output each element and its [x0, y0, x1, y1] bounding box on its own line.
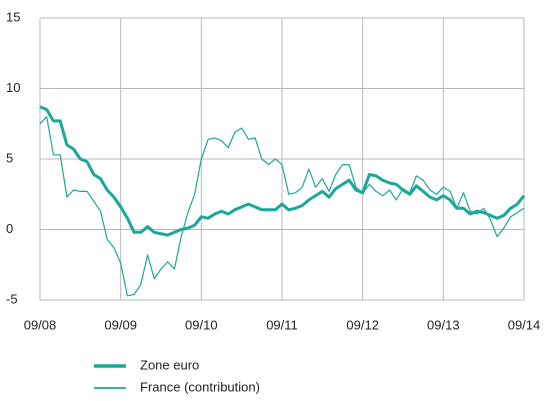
- series-line: [39, 105, 526, 237]
- y-tick-label: 5: [6, 150, 13, 165]
- x-tick-label: 09/13: [427, 317, 460, 332]
- x-tick-label: 09/14: [508, 317, 541, 332]
- legend-label: France (contribution): [140, 379, 260, 394]
- x-tick-label: 09/11: [266, 317, 298, 332]
- legend-label: Zone euro: [140, 357, 199, 372]
- y-tick-label: -5: [6, 291, 18, 306]
- y-tick-label: 10: [6, 80, 20, 95]
- series-line: [39, 116, 525, 297]
- y-tick-label: 0: [6, 221, 13, 236]
- x-tick-label: 09/12: [346, 317, 379, 332]
- y-tick-label: 15: [6, 9, 20, 24]
- x-tick-label: 09/09: [104, 317, 137, 332]
- x-tick-label: 09/10: [185, 317, 218, 332]
- x-tick-label: 09/08: [24, 317, 57, 332]
